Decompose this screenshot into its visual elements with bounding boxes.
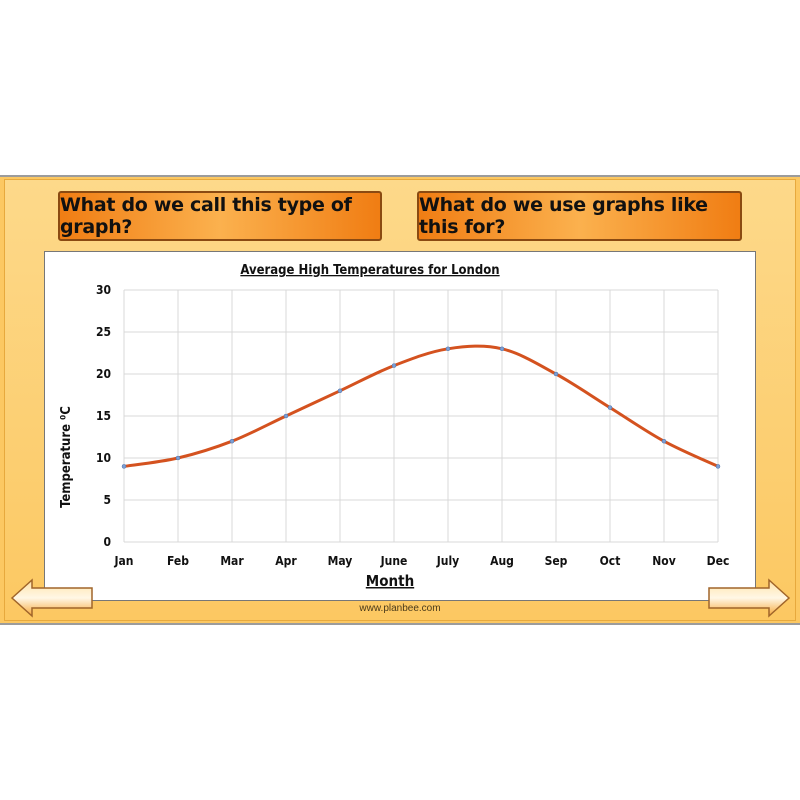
chart-title: Average High Temperatures for London <box>240 263 499 278</box>
data-point <box>607 405 613 410</box>
previous-slide-button[interactable] <box>10 578 94 622</box>
x-tick-label: Feb <box>167 554 189 568</box>
question-graph-use-button[interactable]: What do we use graphs like this for? <box>417 191 742 241</box>
x-tick-label: Jan <box>114 554 134 568</box>
y-tick-labels: 0 5 10 15 20 25 30 <box>96 283 111 549</box>
footer-url[interactable]: www.planbee.com <box>359 603 441 614</box>
data-point <box>445 346 451 352</box>
y-tick-label: 30 <box>96 283 111 297</box>
y-tick-label: 10 <box>96 451 111 465</box>
data-point <box>391 363 397 368</box>
x-tick-label: Mar <box>220 554 244 568</box>
line-chart: Average High Temperatures for London 0 5 1… <box>59 263 730 590</box>
y-tick-label: 15 <box>96 409 111 423</box>
next-slide-button[interactable] <box>707 578 791 622</box>
x-tick-label: Aug <box>490 554 514 568</box>
x-tick-label: Apr <box>275 554 297 568</box>
data-point <box>715 464 721 469</box>
chart-panel: Average High Temperatures for London 0 5 1… <box>44 251 756 601</box>
data-markers <box>121 346 721 469</box>
x-tick-label: Sep <box>545 554 568 568</box>
grid-lines <box>123 289 719 543</box>
data-point <box>661 438 667 444</box>
question-graph-type-button[interactable]: What do we call this type of graph? <box>58 191 382 241</box>
data-point <box>175 455 181 461</box>
data-point <box>283 413 289 419</box>
y-tick-label: 25 <box>96 325 111 339</box>
y-tick-label: 20 <box>96 367 111 381</box>
y-tick-label: 0 <box>103 535 111 549</box>
arrow-left-icon <box>10 578 93 618</box>
data-point <box>337 388 343 394</box>
arrow-right-icon <box>708 578 791 618</box>
x-axis-label: Month <box>366 572 414 590</box>
x-tick-label: July <box>436 554 459 568</box>
x-tick-label: Dec <box>707 554 730 568</box>
x-tick-labels: Jan Feb Mar Apr May June July Aug Sep Oct Nov Dec <box>114 554 730 568</box>
x-tick-label: Oct <box>600 554 621 568</box>
data-point <box>499 346 505 352</box>
x-tick-label: June <box>380 554 408 568</box>
data-point <box>229 438 235 444</box>
y-axis-label: Temperature ⁰C <box>59 406 74 508</box>
data-point <box>553 371 559 377</box>
series-line <box>122 344 720 468</box>
slide-frame: What do we call this type of graph? What… <box>0 175 800 625</box>
y-tick-label: 5 <box>103 493 111 507</box>
x-tick-label: May <box>328 554 353 568</box>
x-tick-label: Nov <box>652 554 676 568</box>
data-point <box>121 464 127 469</box>
